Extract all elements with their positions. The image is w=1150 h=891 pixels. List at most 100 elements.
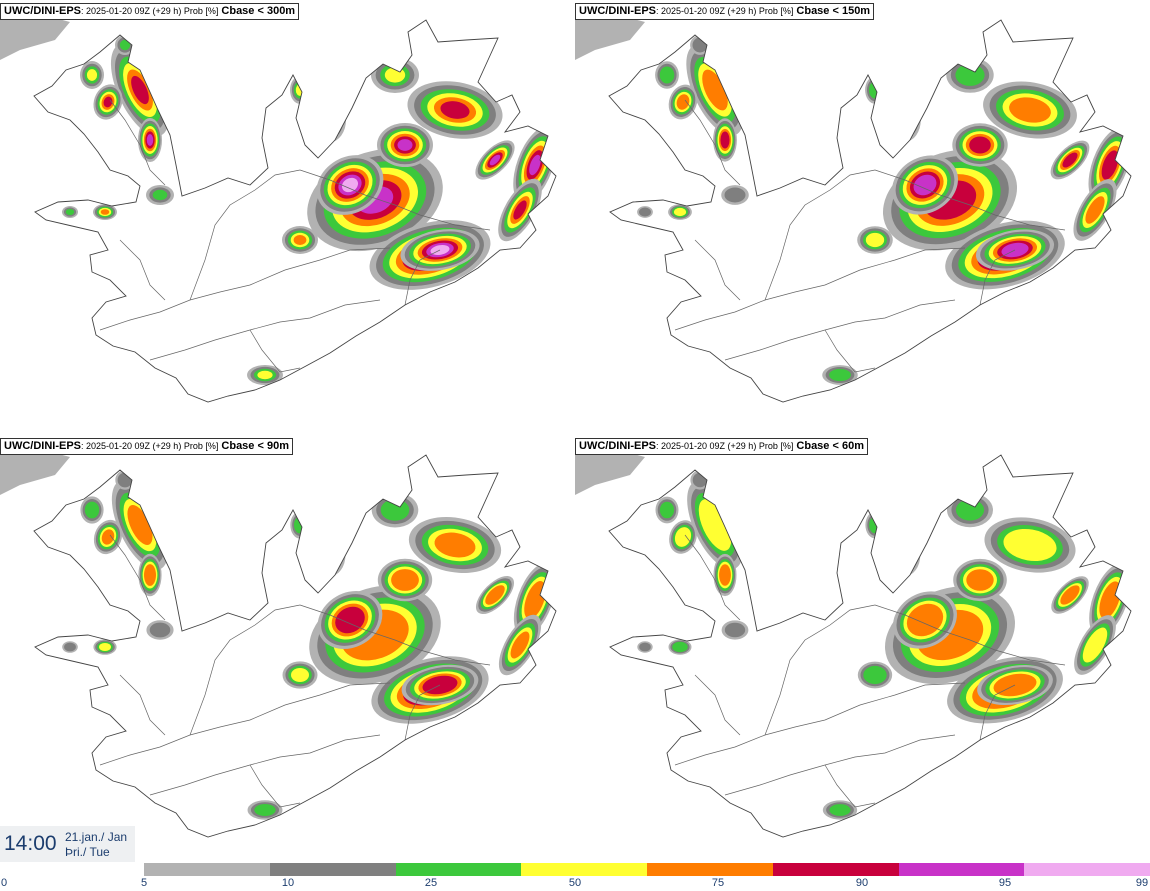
panel-title: UWC/DINI-EPS: 2025-01-20 09Z (+29 h) Pro… (0, 3, 300, 20)
road-line (694, 674, 741, 736)
probability-map (0, 14, 557, 403)
legend-tick-label: 50 (568, 877, 582, 889)
road-line (979, 249, 1016, 306)
prob-contour-p5 (314, 533, 346, 577)
prob-contour-p90 (131, 75, 149, 105)
prob-contour-p75 (510, 631, 530, 659)
legend-tick-label: 0 (0, 877, 8, 889)
prob-contour-p90 (440, 101, 470, 119)
coastline (608, 454, 1132, 838)
map-panel-4: UWC/DINI-EPS: 2025-01-20 09Z (+29 h) Pro… (575, 435, 1150, 865)
prob-contour-p75 (1009, 97, 1051, 123)
prob-contour-p75 (293, 235, 307, 245)
prob-contour-p50 (896, 108, 914, 132)
prob-contour-p75 (127, 505, 153, 545)
map-panel-2: UWC/DINI-EPS: 2025-01-20 09Z (+29 h) Pro… (575, 0, 1150, 430)
prob-contour-p50 (99, 643, 111, 651)
prob-contour-p75 (144, 564, 156, 586)
probability-field (637, 35, 1131, 385)
prob-contour-p95 (489, 154, 501, 166)
prob-contour-p25 (672, 641, 688, 653)
prob-contour-p75 (434, 532, 476, 558)
panel-title: UWC/DINI-EPS: 2025-01-20 09Z (+29 h) Pro… (575, 438, 868, 455)
legend-tick-label: 25 (424, 877, 438, 889)
prob-contour-p95 (397, 139, 413, 151)
road-line (249, 764, 301, 808)
prob-contour-p75 (906, 603, 944, 637)
road-line (189, 169, 301, 301)
prob-contour-p90 (720, 131, 730, 149)
offshore-shading (0, 449, 70, 495)
legend-swatch (269, 863, 396, 876)
legend-tick-label: 90 (855, 877, 869, 889)
prob-contour-p50 (865, 232, 885, 248)
prob-contour-p75 (1099, 581, 1121, 619)
valid-date: 21.jan./ Jan Þri./ Tue (65, 830, 127, 860)
prob-contour-p75 (719, 564, 731, 586)
legend-swatch (144, 863, 270, 876)
prob-contour-p10 (724, 622, 746, 638)
run-info: : 2025-01-20 09Z (+29 h) Prob [%] (81, 441, 219, 451)
prob-contour-p25 (955, 499, 985, 521)
road-line (149, 299, 381, 361)
map-panel-3: UWC/DINI-EPS: 2025-01-20 09Z (+29 h) Pro… (0, 435, 575, 865)
road-line (979, 684, 1016, 741)
prob-contour-p25 (829, 368, 851, 382)
road-line (674, 247, 966, 331)
map-panel-1: UWC/DINI-EPS: 2025-01-20 09Z (+29 h) Pro… (0, 0, 575, 430)
prob-contour-p50 (291, 668, 309, 682)
prob-contour-p75 (966, 569, 994, 591)
legend-ticks: 0 5 10 25 50 75 90 95 99 (0, 877, 1150, 891)
prob-contour-p10 (316, 101, 344, 139)
road-line (299, 169, 491, 231)
prob-contour-p90 (103, 96, 113, 108)
prob-contour-p50 (86, 69, 98, 81)
road-line (684, 99, 741, 186)
probability-map (575, 449, 1132, 838)
prob-contour-p25 (894, 540, 916, 570)
prob-contour-p25 (869, 516, 881, 534)
prob-contour-p25 (659, 501, 675, 519)
probability-map (0, 449, 557, 838)
prob-contour-p5 (232, 525, 248, 545)
prob-contour-p50 (674, 527, 692, 547)
road-line (694, 239, 741, 301)
road-line (874, 604, 1066, 666)
road-line (119, 674, 166, 736)
road-line (189, 604, 301, 736)
probability-field (62, 35, 556, 385)
prob-contour-p10 (809, 93, 821, 107)
model-name: UWC/DINI-EPS (4, 440, 81, 452)
prob-contour-p5 (314, 98, 346, 142)
prob-contour-p95 (913, 174, 937, 196)
prob-contour-p90 (1101, 150, 1119, 180)
legend-tick-label: 10 (281, 877, 295, 889)
prob-contour-p75 (524, 581, 546, 619)
road-line (874, 169, 1066, 231)
prob-contour-p25 (380, 499, 410, 521)
panel-title: UWC/DINI-EPS: 2025-01-20 09Z (+29 h) Pro… (575, 3, 875, 20)
road-line (724, 734, 956, 796)
prob-contour-p25 (254, 804, 276, 816)
legend-tick-label: 99 (1135, 877, 1149, 889)
color-legend (144, 863, 1150, 876)
prob-contour-p25 (955, 64, 985, 86)
prob-contour-p75 (324, 112, 336, 128)
road-line (824, 329, 876, 373)
prob-contour-p99 (341, 177, 359, 193)
legend-tick-label: 75 (711, 877, 725, 889)
model-name: UWC/DINI-EPS (579, 440, 656, 452)
road-line (724, 299, 956, 361)
prob-contour-p10 (692, 472, 708, 488)
prob-contour-p25 (152, 189, 168, 201)
offshore-shading (575, 14, 645, 60)
legend-tick-label: 5 (140, 877, 148, 889)
prob-contour-p90 (513, 200, 527, 220)
prob-contour-p10 (234, 93, 246, 107)
road-line (299, 604, 491, 666)
road-line (99, 682, 391, 766)
prob-contour-p10 (724, 187, 746, 203)
prob-contour-p25 (319, 540, 341, 570)
prob-contour-p75 (391, 569, 419, 591)
prob-contour-p50 (1082, 627, 1108, 663)
